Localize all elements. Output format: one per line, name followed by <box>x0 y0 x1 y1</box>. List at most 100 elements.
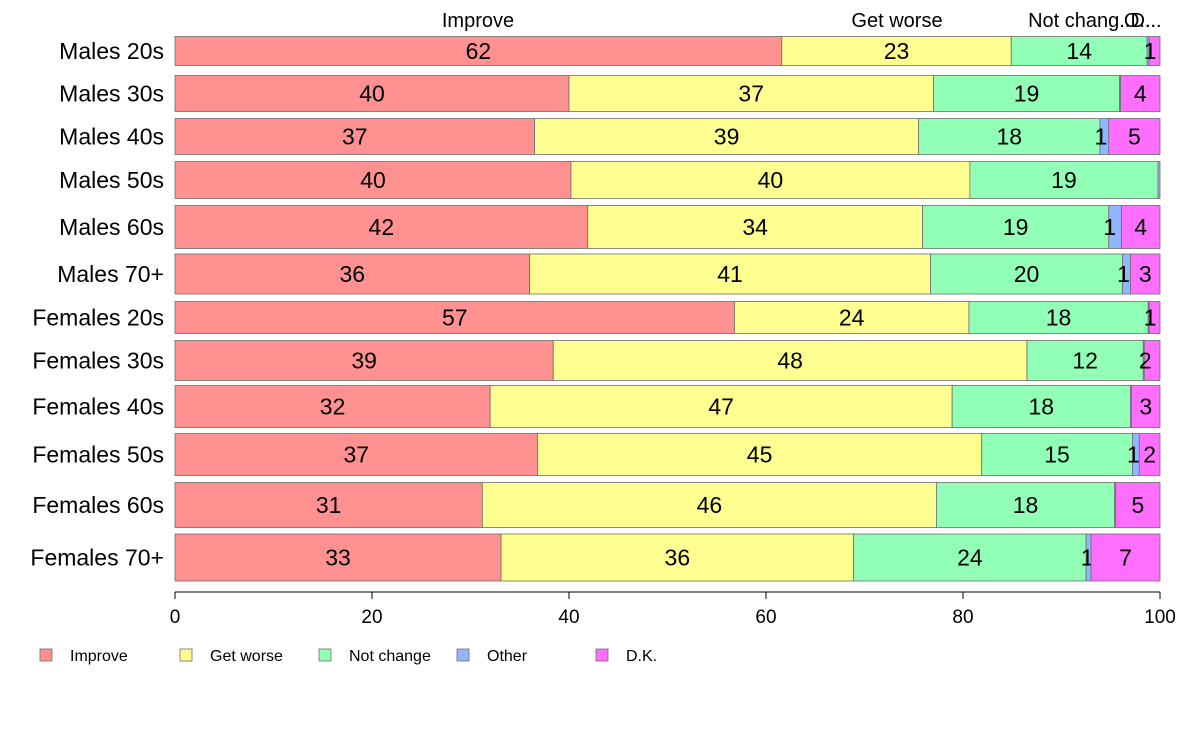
bar-11-5 <box>1115 482 1161 528</box>
bar-6-2 <box>529 253 931 295</box>
data-label-5-2: 34 <box>742 214 768 240</box>
top-label-2: Get worse <box>851 10 942 32</box>
data-label-2-1: 40 <box>359 81 385 107</box>
top-label-5: D... <box>1130 10 1161 32</box>
category-label-7: Females 20s <box>32 305 164 331</box>
data-label-11-1: 31 <box>316 492 342 518</box>
data-label-3-5: 5 <box>1128 124 1141 150</box>
bar-4-3 <box>969 161 1159 199</box>
data-label-2-5: 4 <box>1134 81 1147 107</box>
top-label-3: Not chang... <box>1028 10 1136 32</box>
data-label-4-2: 40 <box>758 167 784 193</box>
data-label-10-2: 45 <box>747 442 773 468</box>
category-label-1: Males 20s <box>59 38 164 64</box>
bar-1-2 <box>781 36 1012 66</box>
legend-label-4: Other <box>487 648 528 665</box>
data-label-3-4: 1 <box>1095 124 1108 150</box>
bar-2-5 <box>1120 75 1161 112</box>
data-label-12-2: 36 <box>665 545 691 571</box>
bar-8-1 <box>174 340 554 381</box>
category-label-12: Females 70+ <box>30 545 164 571</box>
data-label-1-5: 1 <box>1144 38 1157 64</box>
data-label-12-4: 1 <box>1081 545 1094 571</box>
bar-6-3 <box>930 253 1123 295</box>
bar-7-2 <box>734 301 970 334</box>
data-label-1-3: 14 <box>1066 38 1092 64</box>
data-label-2-2: 37 <box>738 81 764 107</box>
category-label-9: Females 40s <box>32 394 164 420</box>
bar-1-1 <box>174 36 783 66</box>
x-tick-label-20: 20 <box>361 607 382 628</box>
legend-label-5: D.K. <box>626 648 657 665</box>
data-label-5-4: 1 <box>1103 214 1116 240</box>
data-label-8-5: 2 <box>1139 348 1152 374</box>
category-label-10: Females 50s <box>32 442 164 468</box>
bar-9-5 <box>1131 385 1161 428</box>
bar-2-2 <box>568 75 934 112</box>
bar-7-1 <box>174 301 735 334</box>
x-tick-label-60: 60 <box>755 607 776 628</box>
data-label-1-2: 23 <box>884 38 910 64</box>
data-label-7-5: 1 <box>1144 305 1157 331</box>
data-label-6-3: 20 <box>1014 261 1040 287</box>
bar-4-2 <box>570 161 971 199</box>
data-label-10-1: 37 <box>343 442 369 468</box>
legend-swatch-4 <box>456 648 470 662</box>
data-label-3-3: 18 <box>996 124 1022 150</box>
data-label-7-2: 24 <box>839 305 865 331</box>
data-label-8-3: 12 <box>1072 348 1098 374</box>
bar-8-3 <box>1026 340 1144 381</box>
data-label-7-1: 57 <box>442 305 468 331</box>
legend-label-2: Get worse <box>210 648 283 665</box>
bar-12-5 <box>1090 533 1161 582</box>
bar-2-1 <box>174 75 570 112</box>
bar-3-5 <box>1108 118 1161 155</box>
bar-1-5 <box>1148 36 1161 66</box>
x-tick-label-100: 100 <box>1144 607 1176 628</box>
bar-1-3 <box>1010 36 1148 66</box>
data-label-5-1: 42 <box>369 214 395 240</box>
data-label-6-2: 41 <box>717 261 743 287</box>
bar-11-2 <box>481 482 937 528</box>
bar-3-2 <box>534 118 920 155</box>
category-label-5: Males 60s <box>59 214 164 240</box>
bar-9-3 <box>951 385 1131 428</box>
category-label-6: Males 70+ <box>57 261 164 287</box>
data-label-2-3: 19 <box>1014 81 1040 107</box>
bar-5-3 <box>922 205 1110 249</box>
data-label-11-3: 18 <box>1013 492 1039 518</box>
data-label-12-3: 24 <box>957 545 983 571</box>
data-label-6-1: 36 <box>340 261 366 287</box>
data-label-3-1: 37 <box>342 124 368 150</box>
bar-5-2 <box>587 205 924 249</box>
data-label-3-2: 39 <box>714 124 740 150</box>
data-label-9-5: 3 <box>1139 394 1152 420</box>
bar-6-5 <box>1130 253 1161 295</box>
x-tick-label-40: 40 <box>558 607 579 628</box>
category-label-11: Females 60s <box>32 492 164 518</box>
data-label-1-1: 62 <box>466 38 492 64</box>
bar-7-5 <box>1148 301 1161 334</box>
data-label-4-1: 40 <box>360 167 386 193</box>
data-label-5-5: 4 <box>1134 214 1147 240</box>
data-label-8-1: 39 <box>351 348 377 374</box>
data-label-9-3: 18 <box>1029 394 1055 420</box>
data-label-10-3: 15 <box>1044 442 1070 468</box>
bar-8-2 <box>552 340 1028 381</box>
x-tick-label-0: 0 <box>170 607 181 628</box>
bar-12-1 <box>174 533 502 582</box>
data-label-4-3: 19 <box>1051 167 1077 193</box>
data-label-8-2: 48 <box>777 348 803 374</box>
data-label-6-5: 3 <box>1139 261 1152 287</box>
legend-swatch-2 <box>179 648 193 662</box>
data-label-7-3: 18 <box>1046 305 1072 331</box>
data-label-6-4: 1 <box>1117 261 1130 287</box>
bar-3-3 <box>918 118 1101 155</box>
bar-6-1 <box>174 253 531 295</box>
legend-swatch-5 <box>595 648 609 662</box>
x-tick-label-80: 80 <box>952 607 973 628</box>
top-label-4: O... <box>1124 10 1156 32</box>
category-label-8: Females 30s <box>32 348 164 374</box>
legend-swatch-1 <box>39 648 53 662</box>
